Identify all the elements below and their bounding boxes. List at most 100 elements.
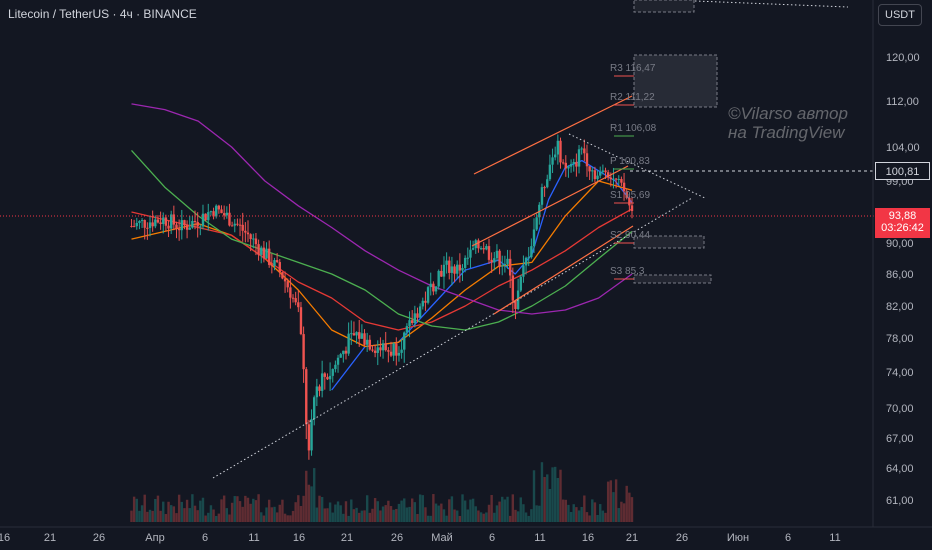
volume-bar xyxy=(177,494,181,522)
candle-body xyxy=(273,260,276,266)
x-tick-label: Июн xyxy=(727,532,749,544)
volume-bar xyxy=(164,514,168,522)
candle-body xyxy=(408,320,411,327)
volume-bar xyxy=(273,506,276,522)
channel-lower[interactable] xyxy=(493,225,634,315)
candle-body xyxy=(291,297,295,299)
triangle-upper[interactable] xyxy=(568,133,706,199)
candle-body xyxy=(225,212,229,216)
candle-body xyxy=(524,257,528,266)
volume-bar xyxy=(485,512,488,522)
volume-bar xyxy=(270,507,274,522)
candle-body xyxy=(151,222,154,227)
volume-bar xyxy=(275,512,279,522)
x-tick-label: 11 xyxy=(829,532,840,544)
candle-body xyxy=(350,333,353,335)
candle-body xyxy=(260,247,263,255)
volume-bar xyxy=(278,504,281,522)
volume-bar xyxy=(421,495,424,522)
candle-body xyxy=(535,217,538,230)
volume-bar xyxy=(201,497,205,522)
candle-body xyxy=(405,326,409,333)
volume-bar xyxy=(244,495,247,522)
volume-bar xyxy=(628,492,631,522)
volume-bar xyxy=(487,504,491,522)
candle-body xyxy=(313,397,316,420)
candle-body xyxy=(138,221,141,223)
candle-body xyxy=(622,182,626,192)
volume-bar xyxy=(540,462,544,522)
volume-bar xyxy=(410,498,414,522)
candle-body xyxy=(418,306,422,318)
volume-bar xyxy=(376,501,379,522)
volume-bar xyxy=(151,510,154,522)
candle-body xyxy=(628,197,631,206)
pivot-box-top[interactable] xyxy=(633,0,695,13)
moving-averages xyxy=(131,103,633,391)
candle-body xyxy=(387,350,390,352)
candle-body xyxy=(281,272,284,279)
y-tick-label: 82,00 xyxy=(886,301,914,313)
volume-bar xyxy=(249,503,252,522)
volume-bar xyxy=(493,512,496,522)
candle-body xyxy=(143,220,146,228)
candle-body xyxy=(286,281,289,288)
volume-bar xyxy=(236,496,239,522)
volume-bar xyxy=(442,509,446,522)
candle-body xyxy=(270,264,274,266)
candle-body xyxy=(220,209,223,214)
candle-body xyxy=(437,270,440,287)
pivot-box-s3[interactable] xyxy=(633,274,712,284)
candle-body xyxy=(275,260,279,263)
pivot-box-r[interactable] xyxy=(633,54,718,108)
volume-bar xyxy=(538,505,541,522)
volume-bar xyxy=(548,488,552,522)
support-trendline[interactable] xyxy=(212,197,693,479)
volume-bar xyxy=(172,506,176,522)
volume-bar xyxy=(156,495,160,522)
volume-bar xyxy=(355,507,358,522)
y-tick-label: 61,00 xyxy=(886,495,914,507)
candle-body xyxy=(426,287,430,303)
candle-body xyxy=(318,386,321,391)
candle-body xyxy=(503,263,507,266)
volume-bar xyxy=(466,509,470,522)
volume-bar xyxy=(246,497,250,522)
volume-bar xyxy=(315,507,319,522)
candle-body xyxy=(358,332,361,339)
candle-body xyxy=(508,258,512,276)
candle-body xyxy=(267,248,271,265)
candle-body xyxy=(241,224,244,231)
candle-body xyxy=(551,157,554,165)
candle-body xyxy=(561,162,565,164)
moving-average-line xyxy=(131,180,633,348)
volume-bar xyxy=(599,504,602,522)
bar-countdown: 03:26:42 xyxy=(881,222,924,234)
candle-body xyxy=(445,260,448,265)
volume-bar xyxy=(482,513,485,522)
volume-bar xyxy=(204,515,207,522)
candle-body xyxy=(463,257,467,268)
candle-body xyxy=(302,334,305,370)
volume-bar xyxy=(577,510,581,522)
volume-bar xyxy=(583,495,586,522)
candle-body xyxy=(135,222,138,227)
channel-upper[interactable] xyxy=(473,95,633,175)
currency-button[interactable]: USDT xyxy=(878,4,922,26)
candle-body xyxy=(593,170,597,180)
symbol-title[interactable]: Litecoin / TetherUS · 4ч · BINANCE xyxy=(8,7,197,21)
candle-body xyxy=(421,300,424,307)
pivot-box-s2[interactable] xyxy=(633,235,705,249)
candle-body xyxy=(591,170,594,172)
candle-body xyxy=(180,220,183,231)
y-tick-label: 70,00 xyxy=(886,403,914,415)
volume-bar xyxy=(532,470,536,522)
channel-middle[interactable] xyxy=(471,165,629,247)
volume-bar xyxy=(527,515,530,522)
volume-bar xyxy=(553,466,557,522)
volume-bar xyxy=(601,510,605,522)
volume-bar xyxy=(498,501,501,522)
top-trendline[interactable] xyxy=(694,0,849,8)
